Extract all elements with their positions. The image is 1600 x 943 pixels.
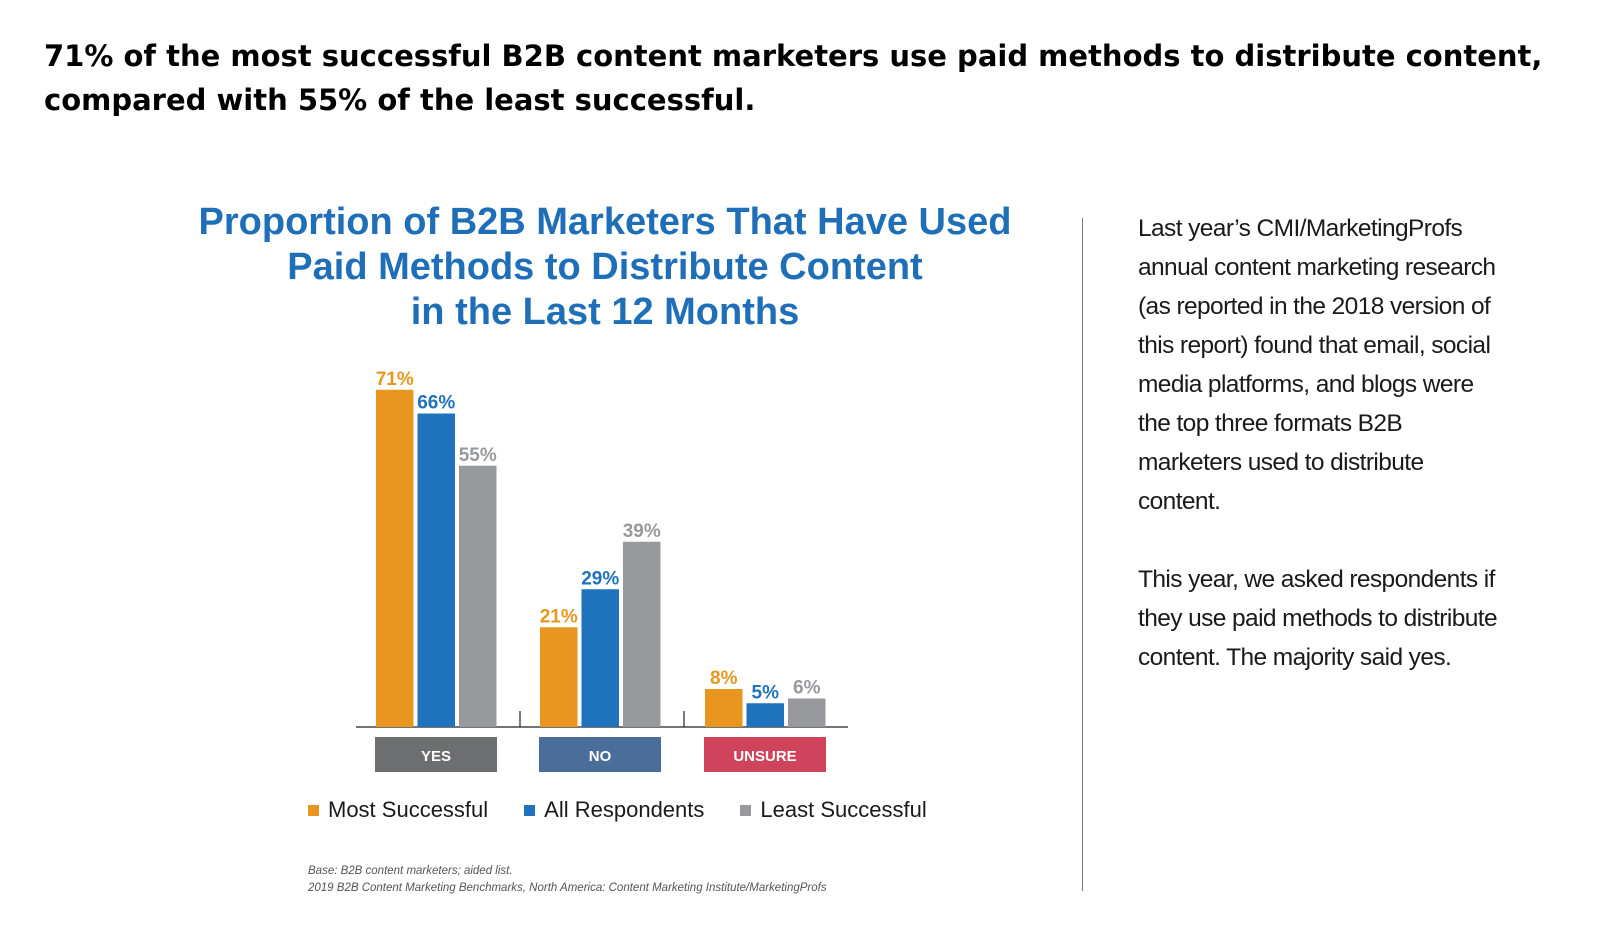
data-label-no-least: 39%: [623, 521, 661, 542]
legend-item-least-successful: Least Successful: [740, 797, 927, 823]
legend-item-all-respondents: All Respondents: [524, 797, 704, 823]
data-label-yes-most: 71%: [376, 369, 414, 390]
legend-swatch-all-respondents: [524, 804, 536, 816]
category-box-yes: [375, 737, 497, 772]
vertical-divider: [1082, 218, 1083, 891]
category-box-unsure: [704, 737, 826, 772]
legend-label-least-successful: Least Successful: [760, 797, 927, 822]
side-paragraph-2: This year, we asked respondents if they …: [1138, 566, 1498, 671]
legend-item-most-successful: Most Successful: [308, 797, 488, 823]
bar-unsure-least: [788, 698, 826, 727]
chart-title: Proportion of B2B Marketers That Have Us…: [160, 200, 1050, 335]
data-label-yes-least: 55%: [459, 445, 497, 466]
legend-swatch-least-successful: [740, 804, 752, 816]
chart-title-line-2: Paid Methods to Distribute Content: [287, 246, 923, 288]
data-label-unsure-least: 6%: [793, 678, 821, 699]
chart-title-line-1: Proportion of B2B Marketers That Have Us…: [198, 201, 1012, 243]
category-box-no: [539, 737, 661, 772]
data-label-no-most: 21%: [540, 606, 578, 627]
source-base: Base: B2B content marketers; aided list.: [308, 865, 513, 877]
bar-yes-all: [417, 413, 455, 727]
source-citation: 2019 B2B Content Marketing Benchmarks, N…: [308, 882, 827, 894]
category-label-yes: YES: [421, 748, 451, 765]
category-label-no: NO: [589, 748, 612, 765]
bar-yes-least: [459, 465, 497, 727]
data-label-unsure-all: 5%: [752, 682, 780, 703]
legend-label-all-respondents: All Respondents: [544, 797, 705, 822]
bar-unsure-most: [705, 689, 743, 727]
bar-unsure-all: [746, 703, 784, 727]
legend-swatch-most-successful: [308, 804, 319, 816]
bar-no-all: [581, 589, 619, 727]
chart-title-line-3: in the Last 12 Months: [410, 291, 800, 333]
bar-no-least: [623, 541, 661, 727]
side-paragraph-1: Last year’s CMI/MarketingProfs annual co…: [1138, 215, 1496, 515]
side-commentary: Last year’s CMI/MarketingProfs annual co…: [1138, 209, 1498, 716]
bar-chart: 71%66% 55% YES 21%29% 39% NO 8% 5% 6% UNSURE: [356, 369, 848, 772]
headline: 71% of the most successful B2B content m…: [44, 34, 1544, 122]
data-label-yes-all: 66%: [417, 393, 455, 414]
data-label-no-all: 29%: [581, 568, 619, 589]
bar-no-most: [540, 627, 578, 727]
headline-line-1: 71% of the most successful B2B content m…: [44, 39, 1543, 73]
bar-yes-most: [376, 389, 414, 727]
headline-line-2: compared with 55% of the least successfu…: [44, 83, 756, 117]
chart-legend: Most Successful All Respondents Least Su…: [308, 793, 963, 827]
data-label-unsure-most: 8%: [710, 668, 738, 689]
category-label-unsure: UNSURE: [733, 748, 796, 765]
source-note: Base: B2B content marketers; aided list.…: [308, 863, 827, 897]
legend-label-most-successful: Most Successful: [328, 797, 489, 822]
